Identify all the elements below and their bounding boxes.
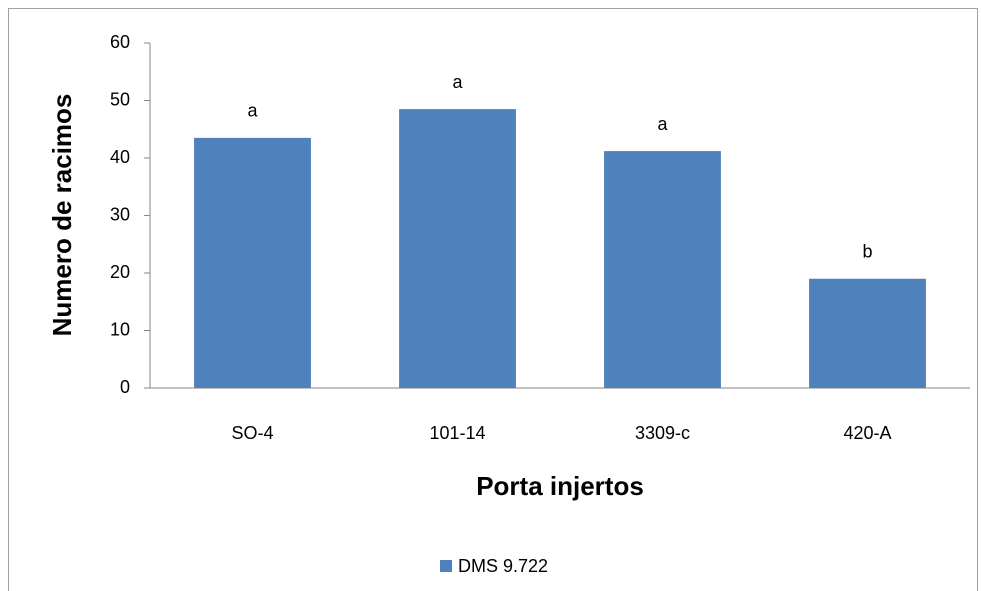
y-tick-label: 40 xyxy=(110,147,130,167)
bar xyxy=(399,109,516,388)
x-tick-label: 420-A xyxy=(843,423,891,443)
y-tick-label: 0 xyxy=(120,377,130,397)
chart-frame xyxy=(8,8,978,591)
x-axis-title: Porta injertos xyxy=(476,471,644,501)
bar xyxy=(809,278,926,388)
y-tick-label: 60 xyxy=(110,32,130,52)
y-tick-label: 30 xyxy=(110,204,130,224)
x-tick-label: 101-14 xyxy=(429,423,485,443)
x-tick-label: 3309-c xyxy=(635,423,690,443)
annotation: b xyxy=(862,242,872,262)
legend-swatch xyxy=(440,560,452,572)
y-tick-label: 10 xyxy=(110,319,130,339)
annotation: a xyxy=(247,101,258,121)
y-axis-title: Numero de racimos xyxy=(47,94,77,337)
bar xyxy=(604,151,721,388)
x-tick-label: SO-4 xyxy=(231,423,273,443)
annotation: a xyxy=(657,114,668,134)
y-tick-label: 50 xyxy=(110,89,130,109)
legend-label: DMS 9.722 xyxy=(458,556,548,576)
bar xyxy=(194,137,311,388)
y-tick-label: 20 xyxy=(110,262,130,282)
annotation: a xyxy=(452,72,463,92)
